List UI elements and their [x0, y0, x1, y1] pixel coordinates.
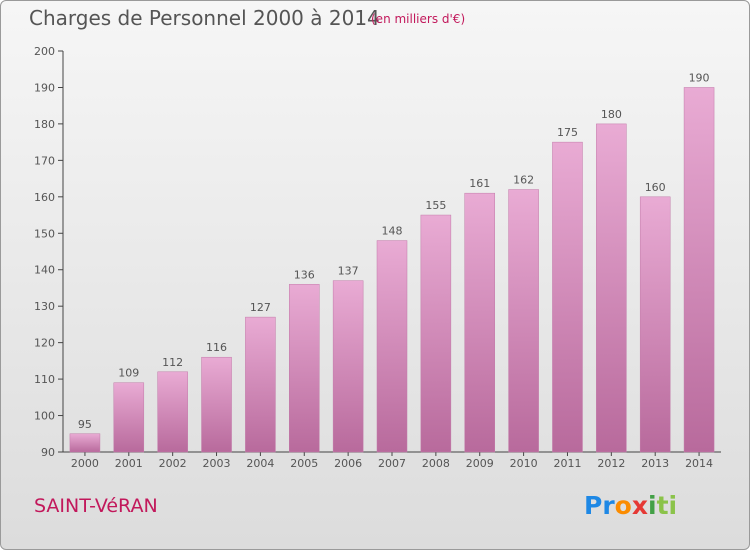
- x-tick-label-2001: 2001: [115, 457, 143, 470]
- bar-2010: [508, 189, 539, 453]
- value-label-2000: 95: [78, 418, 92, 431]
- y-tick-label: 160: [34, 191, 55, 204]
- bar-2000: [69, 433, 101, 453]
- value-label-2009: 161: [469, 177, 490, 190]
- logo-part-2: o: [614, 491, 632, 520]
- logo-part-5: ti: [656, 491, 678, 520]
- value-label-2002: 112: [162, 356, 183, 369]
- y-axis: 90 100 110 120 130 140 150 160 170 180 190 200: [34, 45, 64, 459]
- bar-2012: [596, 123, 627, 453]
- x-tick-label-2008: 2008: [422, 457, 450, 470]
- value-label-2004: 127: [250, 301, 271, 314]
- x-tick-label-2012: 2012: [597, 457, 625, 470]
- logo-part-1: Pr: [584, 491, 615, 520]
- bar-2005: [289, 284, 320, 453]
- value-label-2012: 180: [601, 108, 622, 121]
- bars: 95 109 112 116 127 136 137 148 155 161 162 175 180 16…: [69, 71, 715, 453]
- y-tick-label: 100: [34, 410, 55, 423]
- bar-2008: [420, 214, 452, 453]
- logo-part-4: i: [647, 491, 657, 520]
- bar-2013: [639, 196, 671, 453]
- bar-2002: [157, 371, 188, 453]
- chart-title: Charges de Personnel 2000 à 2014: [29, 6, 380, 30]
- bar-2006: [332, 280, 364, 453]
- x-tick-label-2003: 2003: [203, 457, 231, 470]
- chart-subtitle: (en milliers d'€): [371, 12, 466, 26]
- x-tick-label-2013: 2013: [641, 457, 669, 470]
- bar-2014: [683, 87, 715, 453]
- x-tick-label-2000: 2000: [71, 457, 99, 470]
- bar-2011: [552, 141, 583, 453]
- x-tick-label-2002: 2002: [159, 457, 187, 470]
- value-label-2003: 116: [206, 341, 227, 354]
- x-tick-label-2004: 2004: [246, 457, 274, 470]
- y-tick-label: 170: [34, 154, 55, 167]
- value-label-2006: 137: [338, 265, 359, 278]
- bar-2004: [245, 316, 276, 453]
- x-tick-label-2011: 2011: [553, 457, 581, 470]
- bar-2007: [376, 240, 408, 453]
- y-tick-label: 150: [34, 227, 55, 240]
- y-tick-label: 200: [34, 45, 55, 58]
- logo-part-3: x: [631, 491, 648, 520]
- y-tick-label: 110: [34, 373, 55, 386]
- x-tick-label-2006: 2006: [334, 457, 362, 470]
- value-label-2014: 190: [689, 71, 710, 84]
- bar-2001: [113, 382, 145, 453]
- x-tick-label-2009: 2009: [466, 457, 494, 470]
- value-label-2013: 160: [645, 181, 666, 194]
- x-tick-label-2007: 2007: [378, 457, 406, 470]
- proxiti-logo: Proxiti: [584, 491, 677, 520]
- bar-2009: [464, 192, 495, 453]
- value-label-2001: 109: [118, 367, 139, 380]
- value-label-2010: 162: [513, 174, 534, 187]
- value-label-2007: 148: [382, 225, 403, 238]
- x-tick-label-2010: 2010: [510, 457, 538, 470]
- x-axis: 2000 2001 2002 2003 2004 2005 2006 2007 2008 2009…: [63, 451, 721, 470]
- y-tick-label: 130: [34, 300, 55, 313]
- y-tick-label: 190: [34, 81, 55, 94]
- y-tick-label: 140: [34, 264, 55, 277]
- value-label-2005: 136: [294, 268, 315, 281]
- value-label-2008: 155: [425, 199, 446, 212]
- x-tick-label-2014: 2014: [685, 457, 713, 470]
- x-tick-label-2005: 2005: [290, 457, 318, 470]
- bar-2003: [201, 356, 232, 453]
- y-tick-label: 90: [41, 446, 55, 459]
- value-label-2011: 175: [557, 126, 578, 139]
- y-tick-label: 180: [34, 118, 55, 131]
- y-tick-label: 120: [34, 337, 55, 350]
- town-name: SAINT-VéRAN: [34, 495, 158, 517]
